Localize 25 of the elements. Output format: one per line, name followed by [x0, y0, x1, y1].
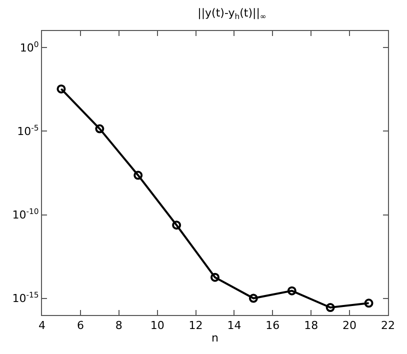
- point: [248, 294, 258, 303]
- point: [364, 298, 374, 308]
- x-tick-label: 22: [381, 319, 395, 332]
- x-tick-label: 6: [76, 319, 84, 332]
- y-tick-label: 10$^{-10}$: [12, 206, 39, 222]
- point: [326, 303, 335, 312]
- x-tick-label: 12: [188, 319, 203, 332]
- point: [56, 84, 66, 94]
- x-tick-label: 4: [38, 319, 46, 332]
- x-axis-title: n: [212, 331, 219, 344]
- y-tick-label: 10$^{0}$: [20, 40, 39, 55]
- point: [95, 124, 104, 134]
- x-tick-label: 20: [342, 319, 357, 332]
- chart-title: ||y(t)-y$_{h}$(t)||$_{∞}$: [198, 6, 266, 21]
- point: [134, 170, 143, 180]
- x-tick-label: 10: [150, 319, 164, 332]
- x-tick-label: 14: [227, 319, 242, 332]
- y-tick-label: 10$^{-15}$: [12, 290, 39, 306]
- point: [287, 286, 296, 296]
- x-tick-label: 18: [304, 319, 318, 332]
- point: [210, 272, 220, 282]
- point: [172, 220, 182, 230]
- y-tick-label: 10$^{-5}$: [17, 123, 39, 138]
- x-tick-label: 16: [266, 319, 280, 332]
- x-tick-label: 8: [115, 319, 122, 332]
